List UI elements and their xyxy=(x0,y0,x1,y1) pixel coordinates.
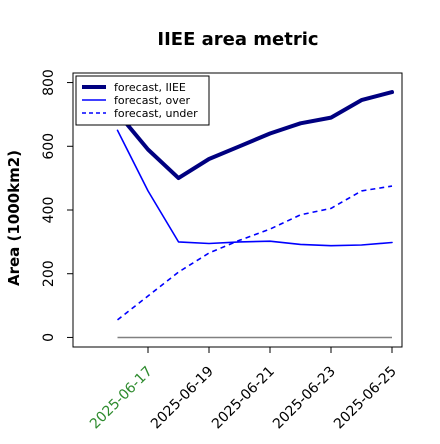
x-tick-label: 2025-06-25 xyxy=(331,364,400,433)
chart-title: IIEE area metric xyxy=(157,29,318,50)
legend-label: forecast, IIEE xyxy=(114,81,186,94)
series-line-1 xyxy=(115,90,394,181)
series-line-2 xyxy=(116,129,393,247)
x-tick-label: 2025-06-21 xyxy=(209,364,278,433)
y-tick-label: 0 xyxy=(41,333,57,342)
series-line-3 xyxy=(117,185,393,321)
x-tick-label: 2025-06-23 xyxy=(270,364,339,433)
legend-label: forecast, over xyxy=(114,94,190,107)
x-tick-label: 2025-06-17 xyxy=(87,364,156,433)
y-tick-label: 200 xyxy=(41,260,57,287)
plot-area: 02004006008002025-06-172025-06-192025-06… xyxy=(41,69,403,433)
y-tick-label: 800 xyxy=(41,69,57,96)
legend-label: forecast, under xyxy=(114,107,198,120)
x-tick-label: 2025-06-19 xyxy=(148,364,217,433)
y-axis-label: Area (1000km2) xyxy=(5,150,23,286)
y-tick-label: 400 xyxy=(41,197,57,224)
y-tick-label: 600 xyxy=(41,133,57,160)
